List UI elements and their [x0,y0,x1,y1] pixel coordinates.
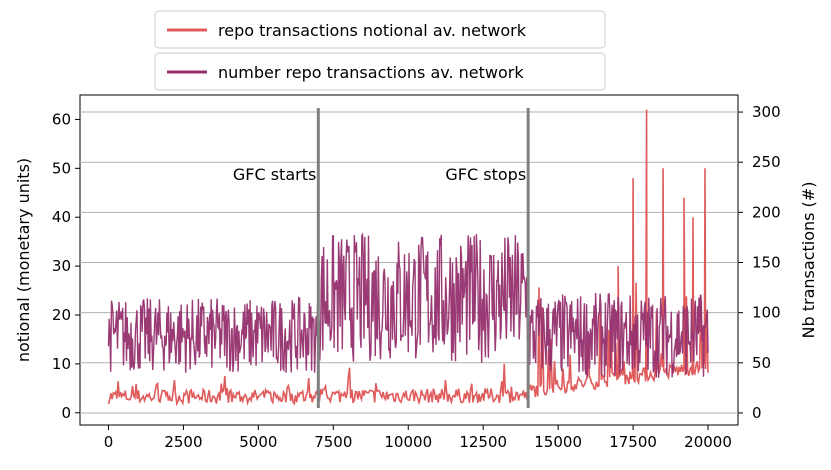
series-line-number [107,232,709,378]
y-tick-label-left: 30 [52,257,71,275]
x-tick-label: 12500 [459,433,507,451]
y-tick-label-right: 300 [752,103,781,121]
y-axis-left-title: notional (monetary units) [14,158,33,362]
series-notional [107,109,709,407]
x-tick-label: 20000 [684,433,732,451]
x-ticks: 0 2500 5000 7500 10000 12500 15000 17500 20000 [104,425,732,451]
annotation-label: GFC stops [445,165,526,184]
y-ticks-right: 0 50 100 150 200 250 300 [738,103,781,422]
y-ticks-left: 0 10 20 30 40 50 60 [52,110,80,422]
y-tick-label-left: 40 [52,208,71,226]
legend: repo transactions notional av. network n… [154,10,606,91]
legend-label-number: number repo transactions av. network [218,63,524,82]
y-tick-label-left: 10 [52,355,71,373]
legend-box-notional [154,10,606,49]
y-axis-right-title: Nb transactions (#) [799,182,818,339]
y-tick-label-left: 50 [52,159,71,177]
y-tick-label-right: 250 [752,153,781,171]
y-tick-label-right: 150 [752,254,781,272]
x-tick-label: 15000 [534,433,582,451]
y-tick-label-left: 0 [61,404,71,422]
x-tick-label: 0 [104,433,114,451]
y-tick-label-left: 60 [52,110,71,128]
x-tick-label: 5000 [239,433,277,451]
annotation-label: GFC starts [233,165,316,184]
y-tick-label-right: 0 [752,404,762,422]
x-tick-label: 17500 [609,433,657,451]
y-tick-label-left: 20 [52,306,71,324]
legend-label-notional: repo transactions notional av. network [218,21,527,40]
x-tick-label: 10000 [384,433,432,451]
plot-area [79,94,739,426]
x-tick-label: 7500 [314,433,352,451]
vertical-lines: GFC starts GFC stops [233,108,530,408]
y-tick-label-right: 100 [752,304,781,322]
series-line-notional [107,109,709,407]
x-tick-label: 2500 [164,433,202,451]
legend-box-number [154,52,606,91]
y-tick-label-right: 50 [752,354,771,372]
y-tick-label-right: 200 [752,203,781,221]
series-number [107,232,709,378]
